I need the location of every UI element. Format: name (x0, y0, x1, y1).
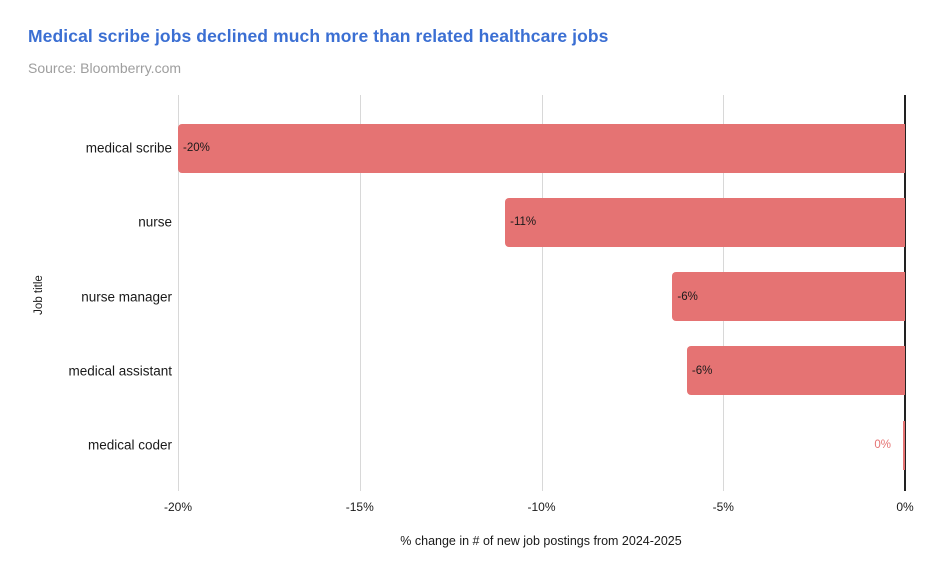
zero-axis-line (904, 95, 906, 491)
bar-value-label: -20% (183, 142, 210, 154)
x-axis-tick-labels: -20% -15% -10% -5% 0% (164, 500, 914, 516)
bar-value-label: -6% (691, 364, 713, 377)
x-tick-label: -20% (163, 500, 193, 514)
category-label: medical scribe (85, 140, 172, 156)
bar (672, 272, 905, 322)
x-tick-label: 0% (896, 500, 914, 514)
bar-row: -6% (178, 272, 905, 322)
bar-row: -20% (178, 123, 905, 173)
x-axis-title: % change in # of new job postings from 2… (400, 534, 682, 548)
category-label: nurse (138, 214, 172, 230)
bar-row: -6% (178, 346, 905, 396)
bar-value-label: -11% (510, 216, 537, 229)
category-label: medical coder (87, 437, 172, 453)
x-tick-label: -5% (712, 500, 734, 514)
gridline (359, 95, 361, 491)
bar (903, 420, 905, 470)
category-label: nurse manager (81, 289, 172, 305)
x-tick-label: -10% (527, 500, 556, 514)
bar (505, 197, 905, 247)
category-label: medical assistant (68, 363, 172, 379)
bar-value-label: -6% (677, 290, 698, 303)
x-tick-label: -15% (345, 500, 374, 514)
chart-title: Medical scribe jobs declined much more t… (28, 26, 609, 46)
plot-area: -20% -11% -6% -6% 0% (178, 95, 906, 491)
bar-row: 0% (178, 420, 905, 470)
chart-source: Source: Bloomberry.com (28, 60, 182, 76)
gridline (541, 95, 543, 491)
bar (686, 346, 905, 396)
gridline (178, 95, 179, 491)
category-labels: medical scribe nurse nurse manager medical … (0, 95, 172, 491)
bar (178, 123, 905, 173)
bar-row: -11% (178, 197, 905, 247)
bar-value-label: 0% (874, 439, 891, 452)
